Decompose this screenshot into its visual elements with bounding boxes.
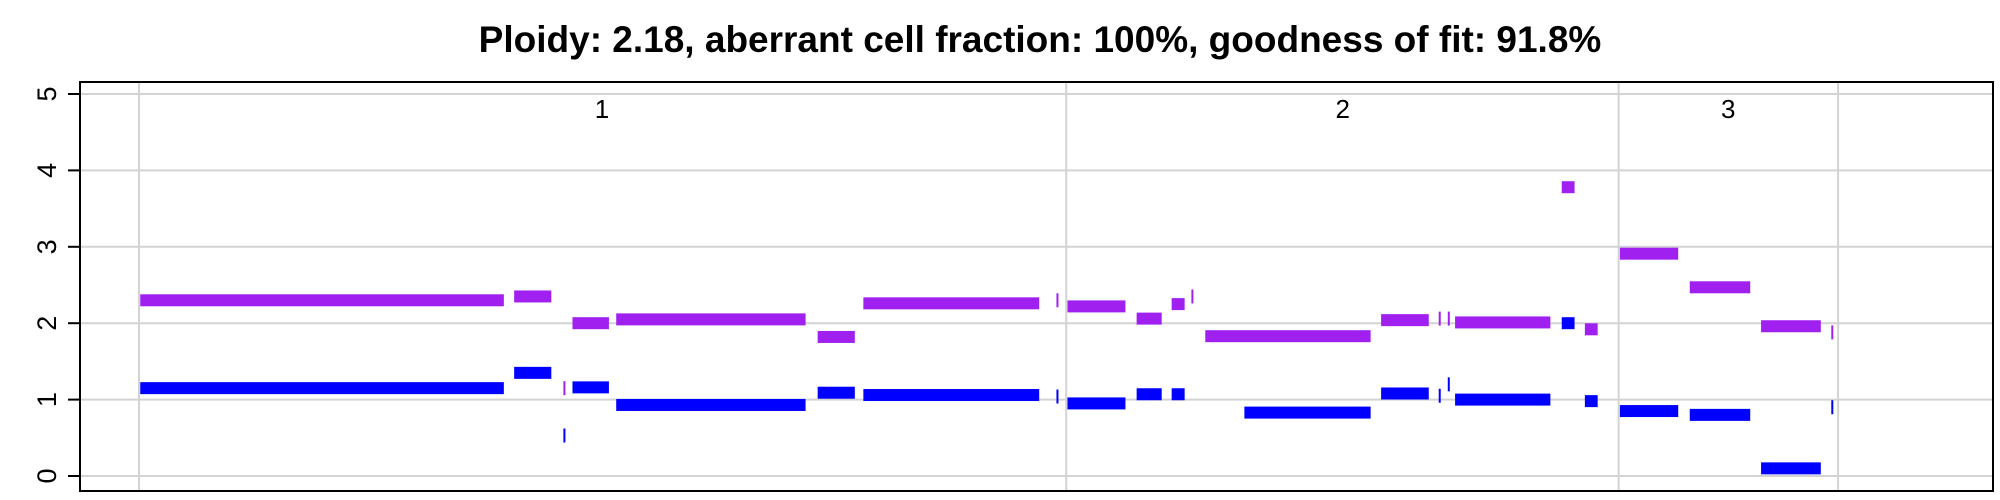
total-segment: [1205, 330, 1371, 343]
minor-segment: [514, 366, 552, 379]
minor-segment: [817, 386, 855, 399]
total-segment: [1136, 312, 1162, 325]
chromosome-label: 2: [1335, 94, 1349, 124]
total-segment: [1584, 323, 1598, 336]
chromosome-label: 1: [595, 94, 609, 124]
chromosome-label: 3: [1721, 94, 1735, 124]
total-segment: [1761, 320, 1821, 333]
total-segment: [1171, 298, 1185, 311]
total-segment: [1191, 289, 1194, 304]
minor-segment: [1381, 387, 1429, 400]
total-segment: [1056, 293, 1059, 308]
minor-segment: [1689, 408, 1751, 421]
total-segment: [817, 330, 855, 343]
minor-segment: [863, 389, 1040, 402]
minor-segment: [140, 382, 504, 395]
minor-segment: [1067, 397, 1126, 410]
total-segment: [1447, 311, 1450, 326]
total-segment: [1455, 316, 1551, 329]
total-segment: [1561, 181, 1575, 194]
minor-segment: [1244, 406, 1371, 419]
total-segment: [572, 317, 609, 330]
total-segment: [1689, 281, 1751, 294]
y-tick-label: 5: [32, 86, 62, 101]
minor-segment: [1056, 389, 1059, 404]
minor-segment: [1561, 317, 1575, 330]
y-tick-label: 1: [32, 392, 62, 407]
minor-segment: [616, 398, 806, 411]
minor-segment: [1831, 400, 1834, 415]
total-segment: [1381, 314, 1429, 327]
y-tick-label: 3: [32, 239, 62, 254]
total-segment: [514, 290, 552, 303]
minor-segment: [1136, 388, 1162, 401]
minor-segment: [572, 381, 609, 394]
minor-segment: [1438, 388, 1441, 403]
minor-segment: [1447, 377, 1450, 392]
minor-segment: [1761, 462, 1821, 475]
segments-layer: [140, 181, 1834, 475]
minor-segment: [1619, 405, 1679, 418]
plot-frame: [79, 81, 1994, 492]
y-axis: 0 1 2 3 4 5: [32, 86, 80, 484]
grid-layer: [80, 82, 1993, 491]
total-segment: [563, 381, 566, 396]
total-segment: [1619, 247, 1679, 260]
minor-segment: [1584, 395, 1598, 408]
chart-title: Ploidy: 2.18, aberrant cell fraction: 10…: [479, 19, 1602, 60]
y-tick-label: 4: [32, 163, 62, 178]
y-tick-label: 2: [32, 316, 62, 331]
total-segment: [863, 297, 1040, 310]
total-segment: [1438, 311, 1441, 326]
chromosome-labels: 1 2 3: [595, 94, 1736, 124]
minor-segment: [1171, 388, 1185, 401]
total-segment: [616, 313, 806, 326]
total-segment: [1831, 325, 1834, 340]
y-tick-label: 0: [32, 468, 62, 483]
total-segment: [140, 294, 504, 307]
minor-segment: [563, 428, 566, 443]
minor-segment: [1455, 393, 1551, 406]
total-segment: [1067, 300, 1126, 313]
